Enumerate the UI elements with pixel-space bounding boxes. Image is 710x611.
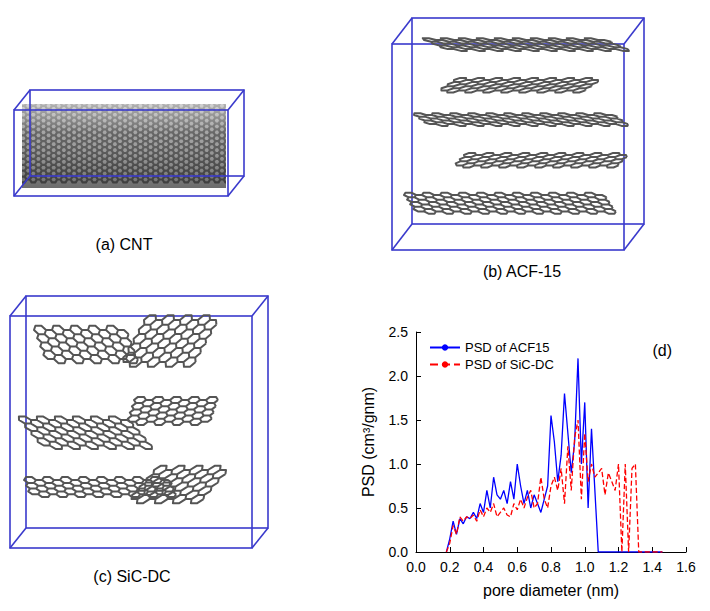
svg-text:1.4: 1.4 (643, 559, 663, 575)
svg-text:0.6: 0.6 (508, 559, 528, 575)
svg-text:1.0: 1.0 (575, 559, 595, 575)
svg-text:PSD of SiC-DC: PSD of SiC-DC (465, 357, 554, 372)
svg-text:0.2: 0.2 (440, 559, 460, 575)
svg-text:1.6: 1.6 (676, 559, 696, 575)
svg-text:(d): (d) (652, 342, 672, 359)
svg-text:(b) ACF-15: (b) ACF-15 (483, 263, 561, 280)
svg-text:(a) CNT: (a) CNT (96, 236, 153, 253)
svg-text:pore diameter (nm): pore diameter (nm) (483, 582, 619, 599)
svg-text:1.5: 1.5 (389, 412, 409, 428)
svg-text:(c) SiC-DC: (c) SiC-DC (93, 568, 170, 585)
svg-text:2.0: 2.0 (389, 368, 409, 384)
svg-text:1.0: 1.0 (389, 456, 409, 472)
svg-text:0.0: 0.0 (389, 544, 409, 560)
svg-text:0.4: 0.4 (474, 559, 494, 575)
svg-text:2.5: 2.5 (389, 324, 409, 340)
svg-text:1.2: 1.2 (609, 559, 629, 575)
svg-text:0.5: 0.5 (389, 500, 409, 516)
svg-text:PSD (cm³/gnm): PSD (cm³/gnm) (360, 387, 377, 497)
svg-text:0.8: 0.8 (541, 559, 561, 575)
svg-text:0.0: 0.0 (406, 559, 426, 575)
svg-text:PSD of ACF15: PSD of ACF15 (465, 340, 550, 355)
